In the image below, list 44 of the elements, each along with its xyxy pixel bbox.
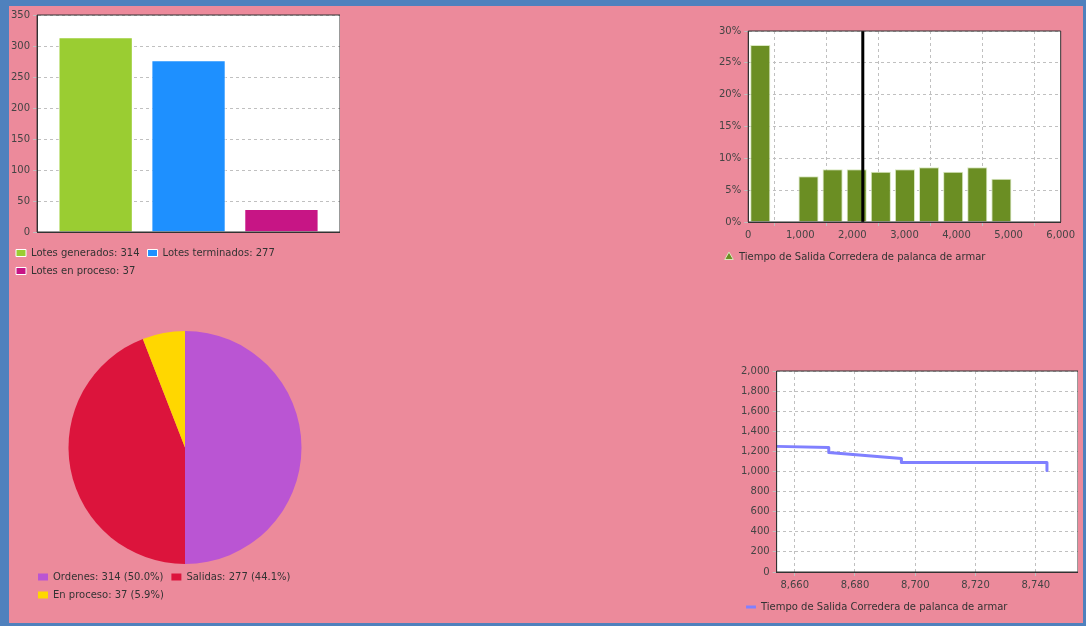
x-tick-label: 8,720 (961, 578, 990, 590)
legend-label: Tiempo de Salida Corredera de palanca de armar (738, 250, 987, 262)
x-tick-label: 8,680 (840, 578, 870, 590)
y-tick-label: 0 (763, 565, 770, 577)
y-tick-label: 1,400 (740, 424, 770, 436)
y-tick-label: 1,800 (740, 384, 770, 396)
x-tick-label: 2,000 (838, 228, 867, 240)
legend-label: Lotes terminados: 277 (162, 246, 275, 258)
x-tick-label: 8,660 (780, 578, 810, 590)
x-tick-label: 6,000 (1046, 228, 1076, 240)
legend-label: En proceso: 37 (5.9%) (53, 588, 164, 600)
y-tick-label: 2,000 (740, 364, 770, 376)
legend-label: Lotes en proceso: 37 (31, 264, 136, 276)
y-tick-label: 30% (718, 24, 742, 36)
y-tick-label: 15% (718, 120, 742, 132)
y-tick-label: 250 (10, 70, 31, 82)
y-tick-label: 300 (10, 39, 31, 51)
y-tick-label: 10% (718, 151, 742, 163)
y-tick-label: 20% (718, 88, 742, 100)
y-tick-label: 100 (10, 163, 31, 175)
y-tick-label: 400 (750, 525, 770, 537)
x-tick-label: 8,740 (1021, 578, 1051, 590)
y-tick-label: 600 (750, 505, 770, 517)
y-tick-label: 350 (10, 8, 31, 20)
x-tick-label: 5,000 (994, 228, 1023, 240)
y-tick-label: 5% (725, 183, 742, 195)
y-tick-label: 150 (10, 132, 31, 144)
y-tick-label: 1,200 (740, 444, 770, 456)
y-tick-label: 1,000 (740, 465, 770, 477)
legend-label: Ordenes: 314 (50.0%) (53, 570, 164, 582)
y-tick-label: 800 (750, 485, 770, 497)
y-tick-label: 25% (718, 56, 742, 68)
y-tick-label: 200 (750, 545, 770, 557)
legend-label: Tiempo de Salida Corredera de palanca de armar (760, 600, 1009, 612)
legend-label: Lotes generados: 314 (31, 246, 140, 258)
y-tick-label: 1,600 (740, 404, 770, 416)
y-tick-label: 0% (725, 215, 742, 227)
y-tick-label: 50 (17, 194, 31, 206)
x-tick-label: 1,000 (785, 228, 815, 240)
x-tick-label: 3,000 (890, 228, 919, 240)
y-tick-label: 200 (10, 101, 31, 113)
x-tick-label: 8,700 (900, 578, 930, 590)
x-tick-label: 4,000 (942, 228, 971, 240)
legend-label: Salidas: 277 (44.1%) (186, 570, 291, 582)
